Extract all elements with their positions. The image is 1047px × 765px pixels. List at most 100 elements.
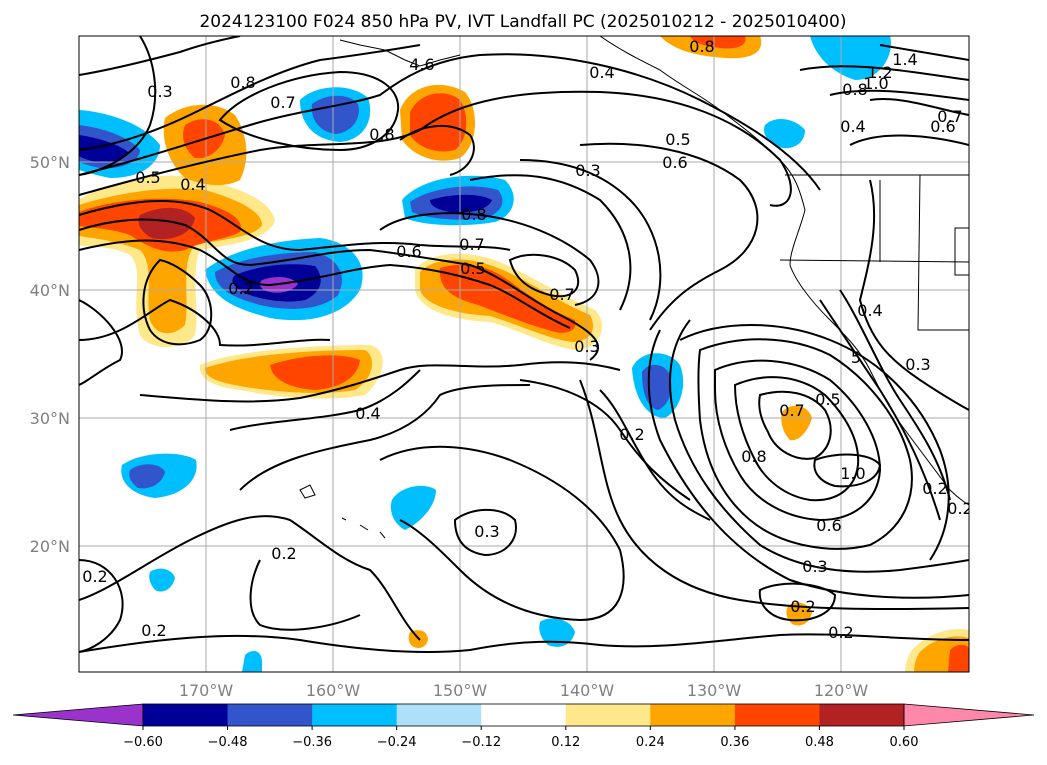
lon-label: 140°W [560,681,615,700]
contour-line [79,36,241,76]
warm-anomaly-30n [781,405,812,441]
contour-line [79,218,600,361]
lon-label: 120°W [814,681,869,700]
colorbar-extend-high [903,703,1035,727]
contour-label: 1.0 [840,464,865,483]
cold-anomaly-coast [764,118,805,149]
contour-label: 0.2 [947,499,972,518]
contour-label: 0.7 [549,285,574,304]
contour-label: 0.3 [575,161,600,180]
contour-label: 0.2 [828,623,853,642]
contour-line [79,44,421,151]
contour-label: 0.8 [230,73,255,92]
contour-line [714,359,882,522]
latitude-labels: 50°N 40°N 30°N 20°N [30,153,70,556]
contour-label: 0.3 [574,337,599,356]
contour-label: 0.3 [147,82,172,101]
contour-line [79,515,421,641]
map-panel: 0.3 0.80.70.84.6 0.40.80.50.60.30.81.21.41… [79,36,972,672]
colorbar-tick-label: −0.24 [377,735,417,750]
lon-label: 130°W [687,681,742,700]
contour-label: 0.5 [460,259,485,278]
colorbar-tick-label: 0.24 [636,735,665,750]
alaska-bc-coast [599,36,806,211]
contour-label: 0.7 [270,93,295,112]
warm-band-35n-core [270,355,360,390]
lat-label: 40°N [30,281,70,300]
contour-line [519,379,691,501]
contour-line [79,36,157,176]
contour-label: 0.4 [180,175,205,194]
colorbar-tick-label: −0.60 [123,735,163,750]
contour-line [858,179,969,411]
colorbar-segment [312,704,398,726]
contour-line [829,89,969,101]
contour-label: 0.6 [816,516,841,535]
contour-line [849,134,969,146]
contour-line [218,70,400,152]
alaska-peninsula-coast [339,39,461,67]
contour-line [249,559,361,631]
colorbar-segment [396,704,482,726]
lon-label: 160°W [306,681,361,700]
contour-line [379,445,625,622]
contour-line [139,361,621,403]
contour-line [839,289,951,501]
contour-label: 0.7 [937,107,962,126]
contour-line [229,369,421,431]
contour-label: 0.2 [271,544,296,563]
contour-label: 0.2 [922,479,947,498]
state-border [779,259,969,263]
colorbar-frame [142,703,905,727]
contour-label: 0.8 [741,447,766,466]
contour-line [399,124,475,176]
contour-label: 0.5 [135,168,160,187]
contour-line [79,298,331,347]
contour-labels: 0.3 0.80.70.84.6 0.40.80.50.60.30.81.21.41… [82,37,972,642]
lat-label: 50°N [30,153,70,172]
contour-line [79,53,821,191]
contour-label: 0.6 [930,117,955,136]
contour-line [697,338,913,550]
contour-label: 0.3 [905,355,930,374]
map-frame [78,35,970,673]
contour-label: 0.6 [396,242,421,261]
state-border [954,227,969,276]
colorbar-tick-label: 0.36 [720,735,749,750]
ivt-contours [79,36,969,653]
contour-line [79,239,571,329]
island [299,484,316,499]
contour-line [239,384,531,491]
contour-label: 0.4 [355,404,380,423]
warm-anomaly-core [138,207,195,240]
contour-line [813,453,882,488]
contour-label: 0.2 [141,621,166,640]
cold-anomaly-55n-core [311,95,359,134]
contour-label: 0.6 [662,153,687,172]
colorbar-segment [565,704,651,726]
coastlines [299,36,969,539]
colorbar-tick-label: 0.48 [805,735,834,750]
contour-label: 0.2 [228,279,253,298]
colorbar-tick-label: −0.48 [208,735,248,750]
contour-label: 0.3 [474,522,499,541]
lon-label: 170°W [179,681,234,700]
warm-anomaly-55n-core [410,93,467,152]
contour-label: 4.6 [409,55,434,74]
cold-anomaly-25n-core [129,464,165,489]
contour-line [453,508,517,557]
colorbar-segment [143,704,229,726]
contour-line [758,582,837,622]
contour-line [142,258,213,346]
contour-line [469,174,632,311]
colorbar-segment [227,704,313,726]
warm-anomaly-40n-core [439,264,576,333]
contour-line [799,65,969,81]
colorbar-extend-low [12,703,144,727]
contour-line [869,98,969,116]
contour-label: 0.2 [82,567,107,586]
contour-label: 0.4 [840,117,865,136]
colorbar-tick-label: 0.60 [890,735,919,750]
longitude-labels: 170°W 160°W 150°W 140°W 130°W 120°W [179,681,869,700]
